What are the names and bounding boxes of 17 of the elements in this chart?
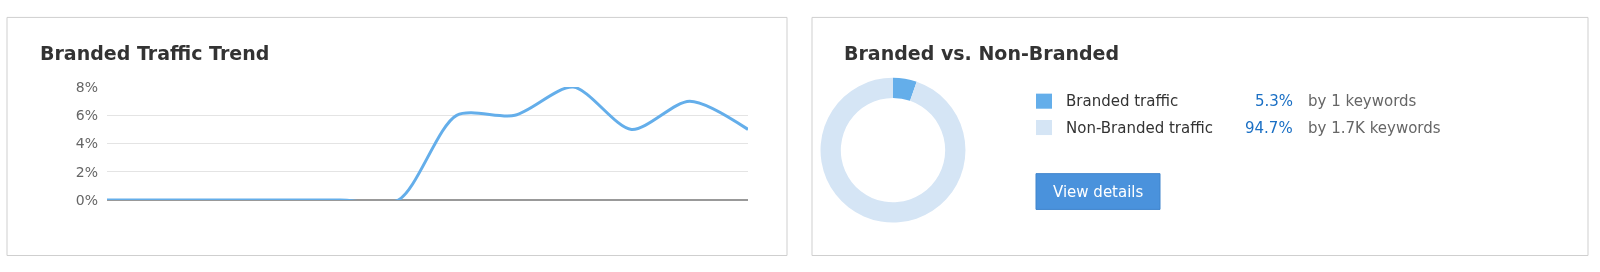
y-tick-label: 6% xyxy=(75,107,98,124)
data-label: 5.3% xyxy=(1255,92,1294,110)
text: by 1.7K keywords xyxy=(1308,119,1441,137)
y-tick-label: 4% xyxy=(75,135,98,152)
y-tick-label: 8% xyxy=(75,78,98,95)
legend-label: Branded traffic xyxy=(1066,92,1179,110)
y-tick-label: 2% xyxy=(75,163,98,180)
text: View details xyxy=(1053,183,1144,201)
y-tick-label: 0% xyxy=(75,191,98,208)
text: by 1 keywords xyxy=(1308,92,1417,110)
donut-slice xyxy=(893,77,917,101)
legend-label: Non-Branded traffic xyxy=(1066,119,1213,137)
data-label: 94.7% xyxy=(1245,119,1293,137)
donut-slice xyxy=(820,77,966,223)
chart-title: Branded vs. Non-Branded xyxy=(844,42,1120,64)
line-series xyxy=(107,87,748,200)
chart-title: Branded Traffic Trend xyxy=(40,42,270,64)
